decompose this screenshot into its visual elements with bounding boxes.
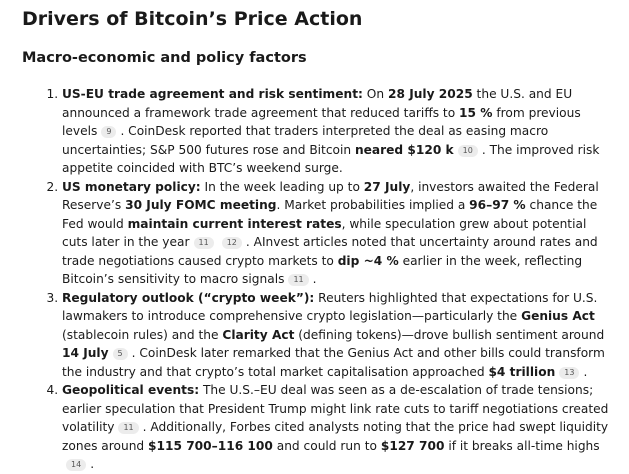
section-heading: Macro-economic and policy factors — [22, 50, 307, 66]
item-text: . — [583, 364, 588, 379]
item-text: In the week leading up to — [200, 179, 364, 194]
citation-badge[interactable]: 11 — [193, 237, 214, 249]
item-text: , investors awaited the Federal Reserve’… — [62, 179, 599, 213]
citation-badge[interactable]: 13 — [559, 366, 580, 379]
emphasis: 96–97 % — [469, 198, 526, 212]
item-text: . AInvest articles noted that uncertaint… — [62, 235, 598, 268]
item-text: the U.S. and EU announced a framework tr… — [62, 87, 573, 120]
citation-badge[interactable]: 11 — [288, 274, 309, 286]
citation-badge[interactable]: 5 — [112, 348, 128, 360]
item-lead: US monetary policy: — [62, 179, 201, 194]
item-text: , while speculation grew about potential… — [62, 216, 587, 250]
emphasis: dip ~4 % — [337, 253, 399, 268]
item-text: . The improved risk appetite coincided w… — [62, 142, 600, 176]
emphasis: $115 700–116 100 — [148, 438, 273, 453]
list-item: Geopolitical events: The U.S.–EU deal wa… — [62, 381, 609, 474]
citation-badge[interactable]: 10 — [457, 144, 478, 157]
emphasis: $4 trillion — [488, 364, 556, 379]
emphasis: 15 % — [459, 105, 493, 120]
item-text: from previous levels — [62, 105, 581, 139]
item-text: . CoinDesk later remarked that the Geniu… — [62, 346, 605, 379]
list-item: US-EU trade agreement and risk sentiment… — [62, 85, 609, 178]
emphasis: 28 July 2025 — [387, 87, 473, 101]
item-text: and could run to — [272, 438, 381, 453]
item-text: . — [90, 457, 95, 471]
citation-badge[interactable]: 12 — [221, 237, 242, 249]
item-text: . Market probabilities implied a — [276, 198, 470, 212]
item-lead: US-EU trade agreement and risk sentiment… — [62, 87, 363, 101]
item-lead: Regulatory outlook (“crypto week”): — [62, 290, 315, 305]
list-item: Regulatory outlook (“crypto week”): Reut… — [62, 289, 609, 382]
citation-badge[interactable]: 9 — [101, 126, 117, 138]
page-title: Drivers of Bitcoin’s Price Action — [22, 8, 363, 30]
emphasis: 14 July — [62, 346, 109, 360]
emphasis: 30 July FOMC meeting — [125, 198, 277, 212]
item-text: (stablecoin rules) and the — [62, 327, 223, 342]
item-text: if it breaks all-time highs — [444, 438, 600, 453]
citation-badge[interactable]: 11 — [118, 422, 139, 434]
item-lead: Geopolitical events: — [62, 383, 200, 397]
emphasis: maintain current interest rates — [127, 216, 342, 231]
emphasis: neared $120 k — [354, 142, 454, 157]
item-text: (defining tokens)—drove bullish sentimen… — [294, 327, 605, 342]
emphasis: Genius Act — [521, 309, 595, 323]
emphasis: Clarity Act — [222, 327, 295, 342]
emphasis: 27 July — [363, 179, 411, 194]
item-text: chance the Fed would — [62, 198, 598, 231]
emphasis: $127 700 — [380, 438, 445, 453]
item-text: . — [312, 272, 317, 286]
citation-badge[interactable]: 14 — [66, 459, 87, 471]
item-text: . CoinDesk reported that traders interpr… — [62, 124, 549, 157]
factor-list: US-EU trade agreement and risk sentiment… — [22, 85, 609, 474]
item-text: Reuters highlighted that expectations fo… — [62, 290, 598, 324]
item-text: earlier in the week, reflecting Bitcoin’… — [62, 253, 583, 287]
item-text: On — [362, 87, 388, 101]
list-item: US monetary policy: In the week leading … — [62, 178, 609, 289]
